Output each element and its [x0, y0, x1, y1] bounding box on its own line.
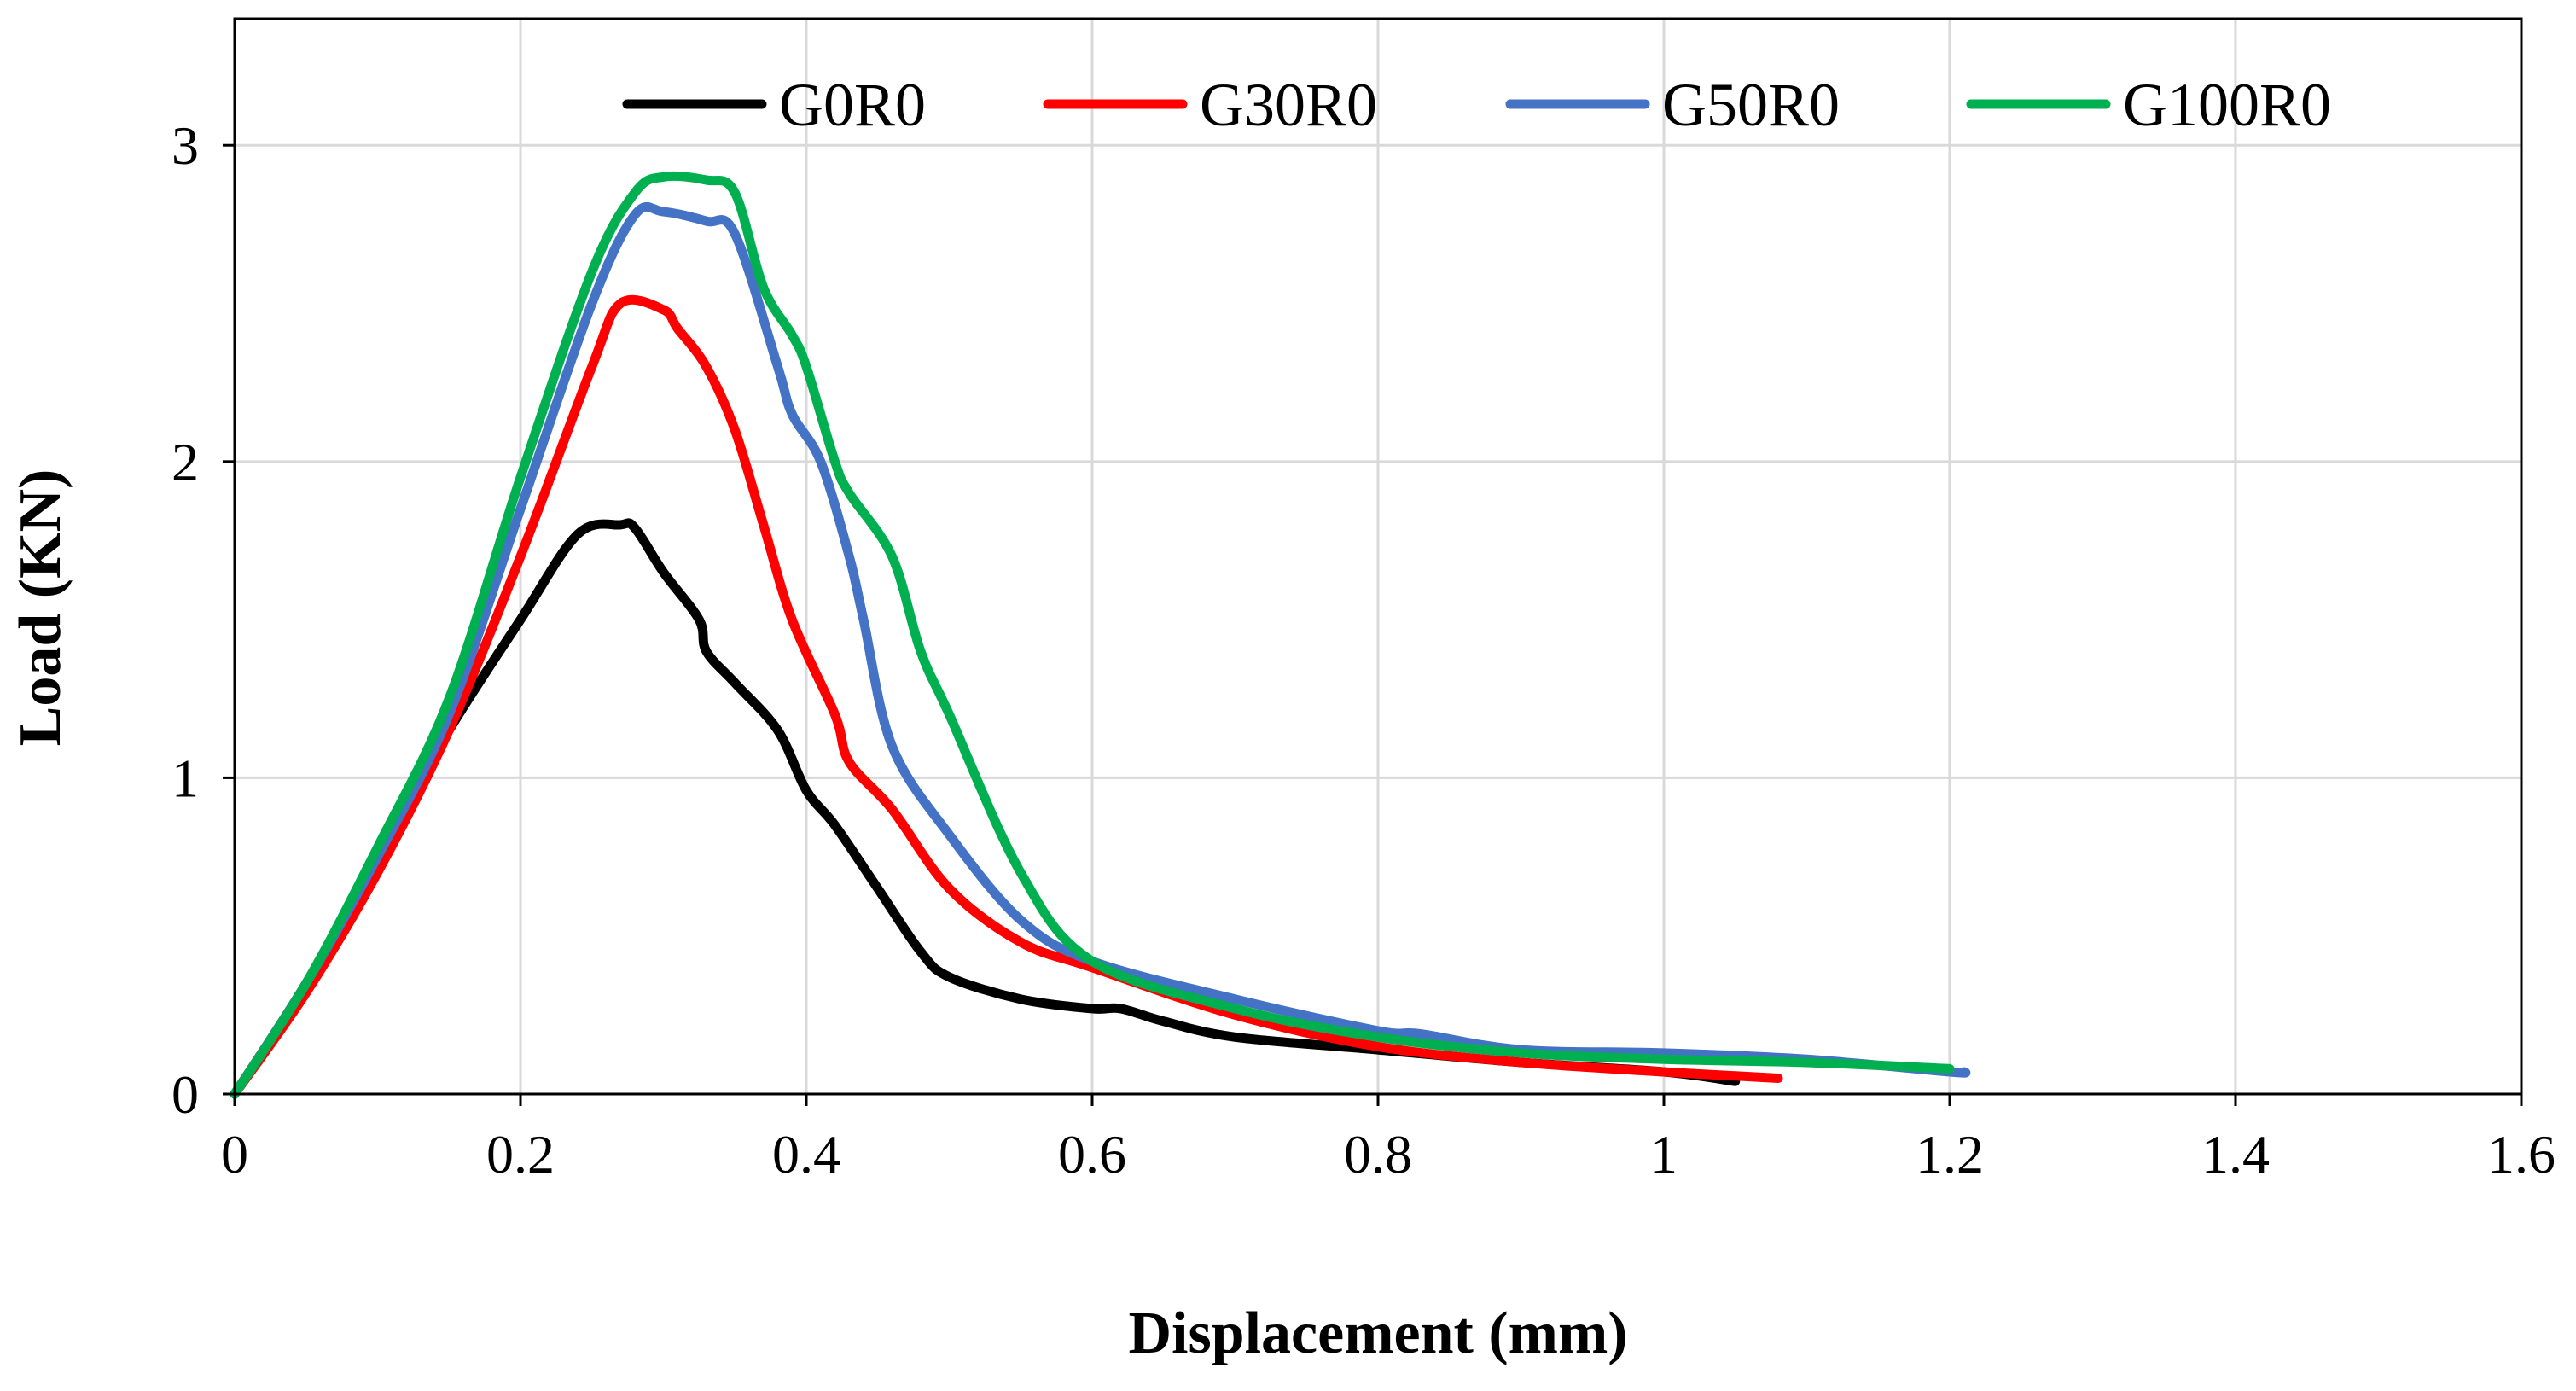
legend-label-g30r0: G30R0	[1200, 71, 1377, 139]
series-layer	[230, 171, 1971, 1099]
legend-label-g100r0: G100R0	[2123, 71, 2331, 139]
y-tick-label: 2	[172, 432, 199, 492]
legend-label-g0r0: G0R0	[779, 71, 926, 139]
y-tick-label: 0	[172, 1064, 199, 1125]
grid-layer	[235, 19, 2521, 1094]
x-tick-label: 0.6	[1058, 1124, 1126, 1184]
x-tick-label: 0.8	[1344, 1124, 1412, 1184]
series-line-g100r0	[230, 171, 1955, 1099]
x-axis-title: Displacement (mm)	[1128, 1301, 1627, 1366]
x-tick-label: 1.6	[2487, 1124, 2556, 1184]
x-tick-label: 1.4	[2201, 1124, 2270, 1184]
series-line-g0r0	[230, 518, 1741, 1099]
tick-layer: 0 0.2 0.4 0.6 0.8 1 1.2 1.4 1.6 0 1 2 3	[172, 115, 2556, 1184]
x-tick-label: 1.2	[1916, 1124, 1984, 1184]
x-tick-label: 0.2	[486, 1124, 555, 1184]
x-tick-label: 1	[1650, 1124, 1678, 1184]
legend-label-g50r0: G50R0	[1662, 71, 1840, 139]
x-tick-label: 0	[221, 1124, 248, 1184]
x-tick-label: 0.4	[772, 1124, 840, 1184]
y-tick-label: 1	[172, 748, 199, 808]
legend: G0R0 G30R0 G50R0 G100R0	[622, 71, 2331, 139]
y-axis-title: Load (KN)	[8, 469, 73, 747]
y-tick-label: 3	[172, 115, 199, 176]
series-line-g30r0	[230, 294, 1783, 1099]
